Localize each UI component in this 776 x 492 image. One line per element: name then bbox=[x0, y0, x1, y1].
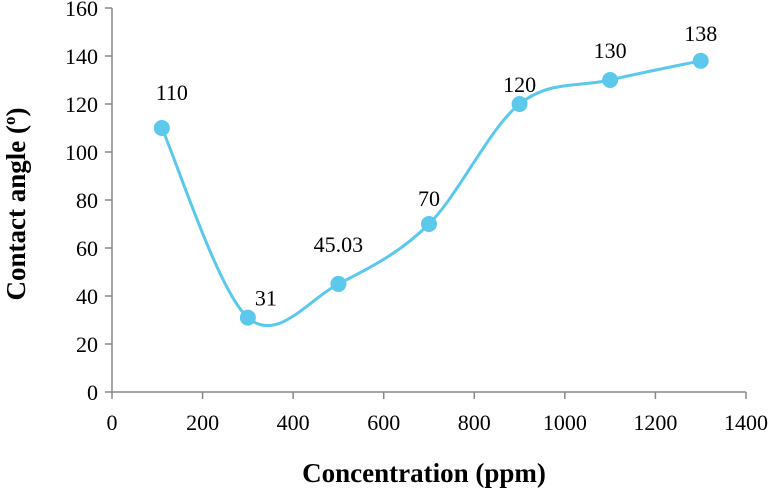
data-point bbox=[239, 309, 256, 326]
y-tick-label: 120 bbox=[65, 92, 98, 117]
data-label: 130 bbox=[594, 38, 627, 63]
x-tick-label: 1200 bbox=[633, 410, 677, 435]
y-axis-title: Contact angle (o) bbox=[0, 108, 31, 301]
data-point bbox=[511, 96, 528, 112]
data-label: 31 bbox=[255, 286, 277, 311]
y-tick-label: 140 bbox=[65, 44, 98, 69]
data-point bbox=[602, 72, 619, 88]
data-label: 110 bbox=[156, 80, 188, 105]
data-label: 138 bbox=[684, 21, 717, 46]
data-label: 120 bbox=[503, 72, 536, 97]
series-line-contact-angle bbox=[160, 59, 702, 327]
data-point bbox=[153, 120, 170, 136]
data-point bbox=[421, 216, 437, 232]
y-axis-title-main: Contact angle ( bbox=[1, 125, 31, 300]
y-axis-title-close: ) bbox=[1, 108, 31, 117]
x-tick-label: 200 bbox=[186, 410, 219, 435]
y-tick-label: 0 bbox=[87, 380, 98, 405]
x-tick-label: 0 bbox=[107, 410, 118, 435]
y-tick-label: 80 bbox=[76, 188, 98, 213]
y-tick-label: 100 bbox=[65, 140, 98, 165]
x-axis-title: Concentration (ppm) bbox=[302, 458, 546, 488]
data-point bbox=[330, 275, 347, 292]
y-tick-label: 20 bbox=[76, 332, 98, 357]
data-labels: 110 31 45.03 70 120 130 138 bbox=[156, 21, 717, 311]
data-points bbox=[153, 52, 709, 326]
data-point bbox=[692, 52, 709, 69]
x-axis-ticks: 0 200 400 600 800 1000 1200 1400 bbox=[107, 392, 768, 435]
x-tick-label: 800 bbox=[458, 410, 491, 435]
x-tick-label: 1000 bbox=[543, 410, 587, 435]
y-axis-title-superscript: o bbox=[0, 117, 19, 126]
y-tick-label: 160 bbox=[65, 0, 98, 21]
y-tick-label: 40 bbox=[76, 284, 98, 309]
x-tick-label: 1400 bbox=[724, 410, 768, 435]
x-tick-label: 600 bbox=[367, 410, 400, 435]
data-label: 45.03 bbox=[314, 232, 364, 257]
y-axis-ticks: 0 20 40 60 80 100 120 140 160 bbox=[65, 0, 112, 405]
data-label: 70 bbox=[418, 186, 440, 211]
y-tick-label: 60 bbox=[76, 236, 98, 261]
x-tick-label: 400 bbox=[277, 410, 310, 435]
